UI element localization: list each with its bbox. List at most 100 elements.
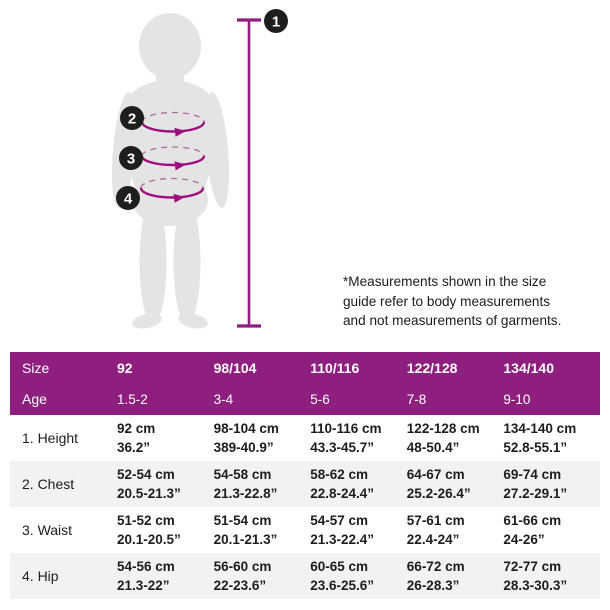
age-row: Age 1.5-2 3-4 5-6 7-8 9-10 [10, 384, 600, 416]
cm-value: 54-58 cm [213, 467, 272, 482]
measurement-note: *Measurements shown in the size guide re… [343, 272, 573, 331]
cm-value: 92 cm [117, 421, 156, 436]
chest-measure-loop [140, 111, 206, 137]
inch-value: 20.1-21.3” [213, 532, 278, 547]
row-label: 2. Chest [22, 476, 75, 492]
child-measurement-illustration: 1 2 3 4 [111, 9, 288, 329]
table-row-height: 1. Height 92 cm 36.2” 98-104 cm 389-40.9… [10, 415, 600, 461]
cm-value: 61-66 cm [503, 513, 562, 528]
cm-value: 56-60 cm [213, 559, 272, 574]
marker-3-waist: 3 [119, 146, 143, 170]
inch-value: 389-40.9” [213, 440, 274, 455]
measurement-cell: 69-74 cm 27.2-29.1” [503, 465, 600, 503]
child-silhouette [111, 13, 230, 329]
note-line: and not measurements of garments. [343, 313, 562, 328]
measurement-cell: 57-61 cm 22.4-24” [407, 511, 504, 549]
measurement-cell: 66-72 cm 26-28.3” [407, 557, 504, 595]
marker-1-height: 1 [264, 9, 288, 33]
marker-3-label: 3 [127, 151, 135, 168]
waist-measure-loop [140, 146, 206, 171]
inch-value: 21.3-22” [117, 578, 170, 593]
measurement-cell: 134-140 cm 52.8-55.1” [503, 419, 600, 457]
measure-markers: 1 2 3 4 [116, 9, 288, 210]
size-col-header: 122/128 [406, 359, 458, 376]
table-row-chest: 2. Chest 52-54 cm 20.5-21.3” 54-58 cm 21… [10, 461, 600, 507]
inch-value: 23.6-25.6” [310, 578, 374, 593]
cm-value: 110-116 cm [310, 421, 382, 436]
row-label: 1. Height [22, 430, 79, 446]
marker-4-hip: 4 [116, 186, 140, 210]
inch-value: 48-50.4” [406, 440, 460, 455]
cm-value: 52-54 cm [117, 467, 175, 482]
inch-value: 27.2-29.1” [503, 486, 568, 501]
cm-value: 54-57 cm [310, 513, 368, 528]
measurement-cell: 60-65 cm 23.6-25.6” [310, 557, 407, 595]
measurement-cell: 51-52 cm 20.1-20.5” [117, 511, 214, 549]
inch-value: 24-26” [503, 532, 545, 547]
measurement-cell: 72-77 cm 28.3-30.3” [503, 557, 600, 595]
cm-value: 72-77 cm [503, 559, 562, 574]
cm-value: 57-61 cm [406, 513, 465, 528]
age-value: 3-4 [213, 391, 234, 407]
table-row-waist: 3. Waist 51-52 cm 20.1-20.5” 51-54 cm 20… [10, 507, 600, 553]
inch-value: 22-23.6” [213, 578, 267, 593]
marker-2-label: 2 [128, 111, 136, 128]
table-row-hip: 4. Hip 54-56 cm 21.3-22” 56-60 cm 22-23.… [10, 553, 600, 599]
size-row: Size 92 98/104 110/116 122/128 134/140 [10, 352, 600, 384]
size-col-header: 134/140 [503, 359, 554, 376]
height-measure-line [237, 18, 261, 328]
inch-value: 20.1-20.5” [117, 532, 181, 547]
inch-value: 28.3-30.3” [503, 578, 568, 593]
size-col-header: 98/104 [213, 359, 257, 376]
cm-value: 122-128 cm [406, 421, 480, 436]
cm-value: 64-67 cm [406, 467, 465, 482]
measurement-cell: 64-67 cm 25.2-26.4” [407, 465, 504, 503]
note-line: guide refer to body measurements [343, 293, 551, 309]
inch-value: 43.3-45.7” [310, 440, 374, 455]
measurement-cell: 56-60 cm 22-23.6” [214, 557, 311, 595]
inch-value: 21.3-22.8” [213, 486, 278, 501]
size-col-header: 92 [117, 359, 133, 376]
measurement-cell: 110-116 cm 43.3-45.7” [310, 419, 407, 457]
row-label: 4. Hip [22, 568, 59, 584]
measurement-diagram: 1 2 3 4 *Measurements shown in the size [111, 9, 573, 331]
measurement-cell: 54-57 cm 21.3-22.4” [310, 511, 407, 549]
age-value: 1.5-2 [117, 391, 148, 407]
measurement-cell: 51-54 cm 20.1-21.3” [214, 511, 311, 549]
age-value: 5-6 [310, 391, 330, 407]
cm-value: 134-140 cm [503, 421, 577, 436]
measurement-cell: 54-58 cm 21.3-22.8” [214, 465, 311, 503]
size-table: Size 92 98/104 110/116 122/128 134/140 A… [10, 352, 600, 599]
marker-2-chest: 2 [120, 106, 144, 130]
cm-value: 60-65 cm [310, 559, 368, 574]
measurement-cell: 58-62 cm 22.8-24.4” [310, 465, 407, 503]
measurement-cell: 52-54 cm 20.5-21.3” [117, 465, 214, 503]
inch-value: 22.8-24.4” [310, 486, 374, 501]
inch-value: 20.5-21.3” [117, 486, 181, 501]
size-table-header: Size 92 98/104 110/116 122/128 134/140 A… [10, 352, 600, 415]
age-value: 9-10 [503, 391, 531, 407]
inch-value: 26-28.3” [406, 578, 460, 593]
cm-value: 51-52 cm [117, 513, 175, 528]
cm-value: 51-54 cm [213, 513, 272, 528]
measurement-cell: 61-66 cm 24-26” [503, 511, 600, 549]
cm-value: 69-74 cm [503, 467, 562, 482]
inch-value: 36.2” [117, 440, 151, 455]
cm-value: 58-62 cm [310, 467, 368, 482]
age-row-label: Age [22, 391, 47, 408]
inch-value: 52.8-55.1” [503, 440, 568, 455]
inch-value: 25.2-26.4” [406, 486, 471, 501]
measurement-cell: 54-56 cm 21.3-22” [117, 557, 214, 595]
measurement-cell: 92 cm 36.2” [117, 419, 214, 457]
age-value: 7-8 [406, 391, 427, 407]
measurement-cell: 122-128 cm 48-50.4” [407, 419, 504, 457]
size-col-header: 110/116 [310, 359, 360, 376]
size-table-body: 1. Height 92 cm 36.2” 98-104 cm 389-40.9… [10, 415, 600, 599]
marker-1-label: 1 [272, 14, 280, 31]
size-row-label: Size [22, 359, 50, 376]
row-label: 3. Waist [22, 522, 73, 538]
cm-value: 54-56 cm [117, 559, 175, 574]
inch-value: 21.3-22.4” [310, 532, 374, 547]
measurement-cell: 98-104 cm 389-40.9” [214, 419, 311, 457]
